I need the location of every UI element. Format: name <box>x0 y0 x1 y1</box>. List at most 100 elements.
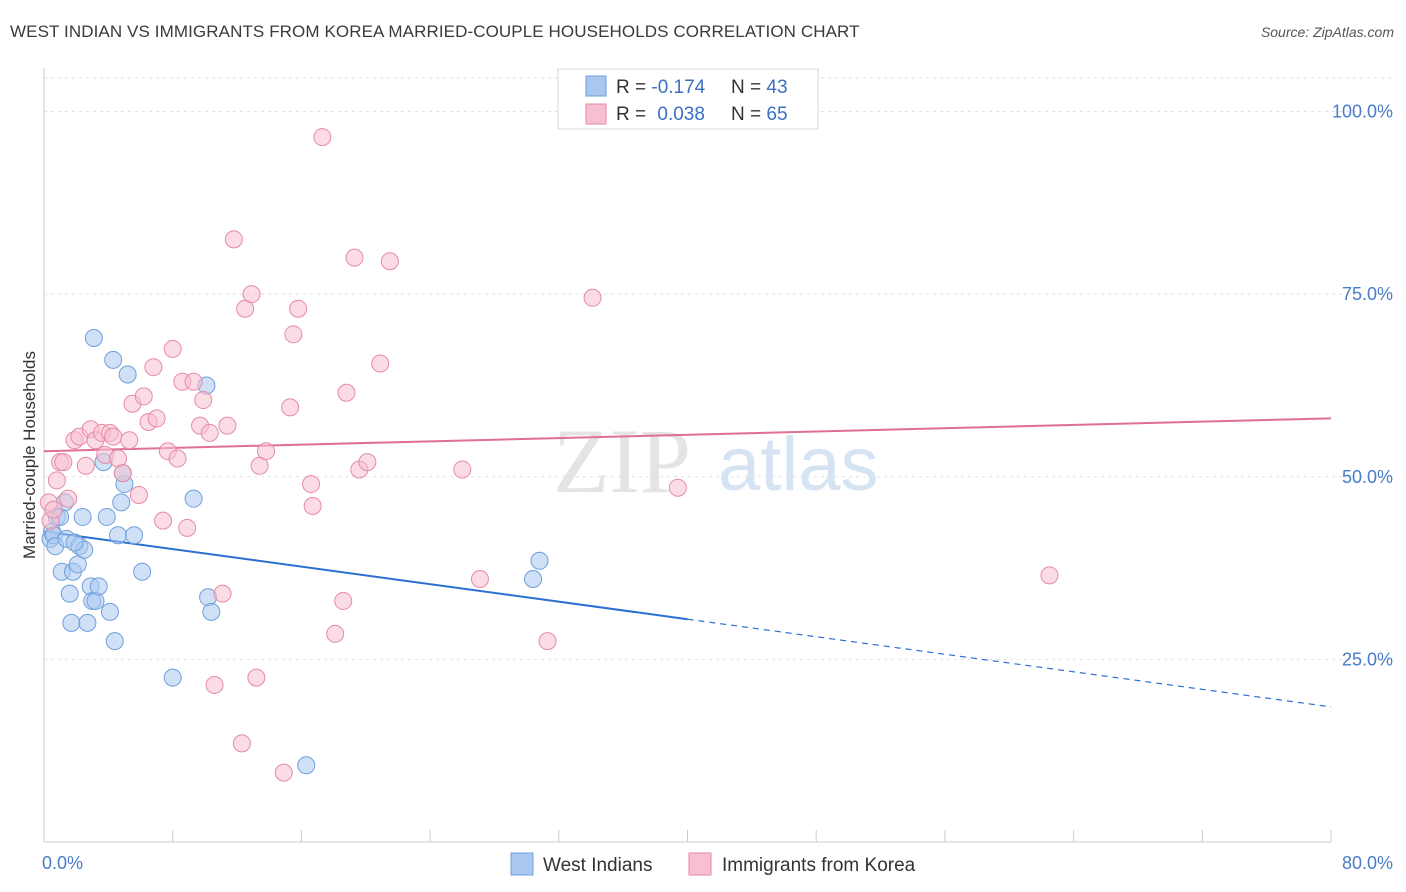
point-1-23 <box>144 358 163 377</box>
point-1-5 <box>54 453 73 472</box>
watermark: ZIP atlas <box>553 410 879 512</box>
point-0-10 <box>62 613 81 632</box>
point-1-31 <box>184 372 203 391</box>
point-0-24 <box>100 602 119 621</box>
point-1-15 <box>104 427 123 446</box>
point-1-33 <box>194 391 213 410</box>
trend-line-dashed-0 <box>687 618 1332 708</box>
point-1-3 <box>47 471 66 490</box>
point-0-32 <box>125 526 144 545</box>
point-1-52 <box>334 591 353 610</box>
data-points <box>39 128 1059 782</box>
point-0-21 <box>84 328 103 347</box>
point-1-45 <box>281 398 300 417</box>
stats-n-value-2: 65 <box>766 104 787 125</box>
stats-legend-swatch-west-indians <box>585 75 607 97</box>
point-0-39 <box>297 756 316 775</box>
point-1-51 <box>326 624 345 643</box>
watermark-atlas: atlas <box>718 422 879 507</box>
point-1-9 <box>76 456 95 475</box>
point-1-30 <box>178 518 197 537</box>
point-1-57 <box>371 354 390 373</box>
point-1-37 <box>218 416 237 435</box>
point-1-18 <box>120 431 139 450</box>
point-0-19 <box>86 591 105 610</box>
point-1-62 <box>538 632 557 651</box>
legend-swatch-korea <box>688 852 712 876</box>
point-1-65 <box>1040 566 1059 585</box>
trend-line-0 <box>43 530 688 621</box>
stats-n-label-1: N = <box>731 77 766 98</box>
legend-label-west-indians: West Indians <box>543 855 652 876</box>
point-1-54 <box>345 248 364 267</box>
point-0-33 <box>133 562 152 581</box>
point-1-60 <box>453 460 472 479</box>
point-0-35 <box>184 489 203 508</box>
point-0-40 <box>524 570 543 589</box>
point-1-35 <box>205 675 224 694</box>
point-1-17 <box>113 464 132 483</box>
stats-n-value-1: 43 <box>766 77 787 98</box>
point-1-24 <box>147 409 166 428</box>
point-1-20 <box>129 486 148 505</box>
y-tick-label-100: 100.0% <box>1332 102 1393 122</box>
point-1-36 <box>213 584 232 603</box>
legend-swatch-west-indians <box>510 852 534 876</box>
point-0-34 <box>163 668 182 687</box>
stats-n-label-2: N = <box>731 104 766 125</box>
point-0-16 <box>78 613 97 632</box>
point-0-41 <box>530 551 549 570</box>
point-1-2 <box>44 500 63 519</box>
svg-text:N = 43: N = 43 <box>731 77 788 98</box>
point-1-64 <box>668 478 687 497</box>
point-1-38 <box>224 230 243 249</box>
point-1-41 <box>247 668 266 687</box>
x-tick-label-min: 0.0% <box>42 853 83 873</box>
point-1-50 <box>313 128 332 147</box>
stats-legend: R = -0.174 N = 43 R = 0.038 N = 65 <box>557 68 819 130</box>
point-0-27 <box>109 526 128 545</box>
stats-r-label-1: R = <box>616 77 651 98</box>
point-0-14 <box>73 507 92 526</box>
point-1-53 <box>337 383 356 402</box>
svg-text:N = 65: N = 65 <box>731 104 788 125</box>
y-tick-label-75: 75.0% <box>1342 284 1393 304</box>
point-0-28 <box>112 493 131 512</box>
x-tick-label-max: 80.0% <box>1342 853 1393 873</box>
point-1-46 <box>284 325 303 344</box>
y-tick-label-50: 50.0% <box>1342 467 1393 487</box>
legend-label-korea: Immigrants from Korea <box>722 855 916 876</box>
source-label: Source: ZipAtlas.com <box>1260 24 1394 40</box>
point-0-9 <box>60 584 79 603</box>
point-1-44 <box>274 763 293 782</box>
watermark-zip: ZIP <box>553 410 691 512</box>
point-1-56 <box>358 453 377 472</box>
point-1-48 <box>302 475 321 494</box>
series-legend: West Indians Immigrants from Korea <box>510 852 916 876</box>
point-0-23 <box>97 507 116 526</box>
point-1-58 <box>380 252 399 271</box>
point-1-49 <box>303 496 322 515</box>
point-1-27 <box>163 339 182 358</box>
point-1-43 <box>257 442 276 461</box>
svg-text:R = 0.038: R = 0.038 <box>616 104 705 125</box>
point-0-26 <box>105 632 124 651</box>
point-1-6 <box>59 489 78 508</box>
point-0-42 <box>65 533 84 552</box>
point-1-59 <box>232 734 251 753</box>
axes: 25.0% 50.0% 75.0% 100.0% 0.0% 80.0% <box>42 68 1393 873</box>
stats-r-label-2: R = <box>616 104 651 125</box>
grid <box>44 77 1393 660</box>
point-1-61 <box>470 570 489 589</box>
chart-title: WEST INDIAN VS IMMIGRANTS FROM KOREA MAR… <box>10 22 860 41</box>
y-tick-label-25: 25.0% <box>1342 649 1393 669</box>
point-0-25 <box>104 350 123 369</box>
point-1-63 <box>583 288 602 307</box>
trend-line-1 <box>43 417 1332 453</box>
stats-r-value-2: 0.038 <box>657 104 705 125</box>
point-1-47 <box>289 299 308 318</box>
svg-text:R = -0.174: R = -0.174 <box>616 77 706 98</box>
point-1-25 <box>154 511 173 530</box>
point-0-20 <box>89 577 108 596</box>
